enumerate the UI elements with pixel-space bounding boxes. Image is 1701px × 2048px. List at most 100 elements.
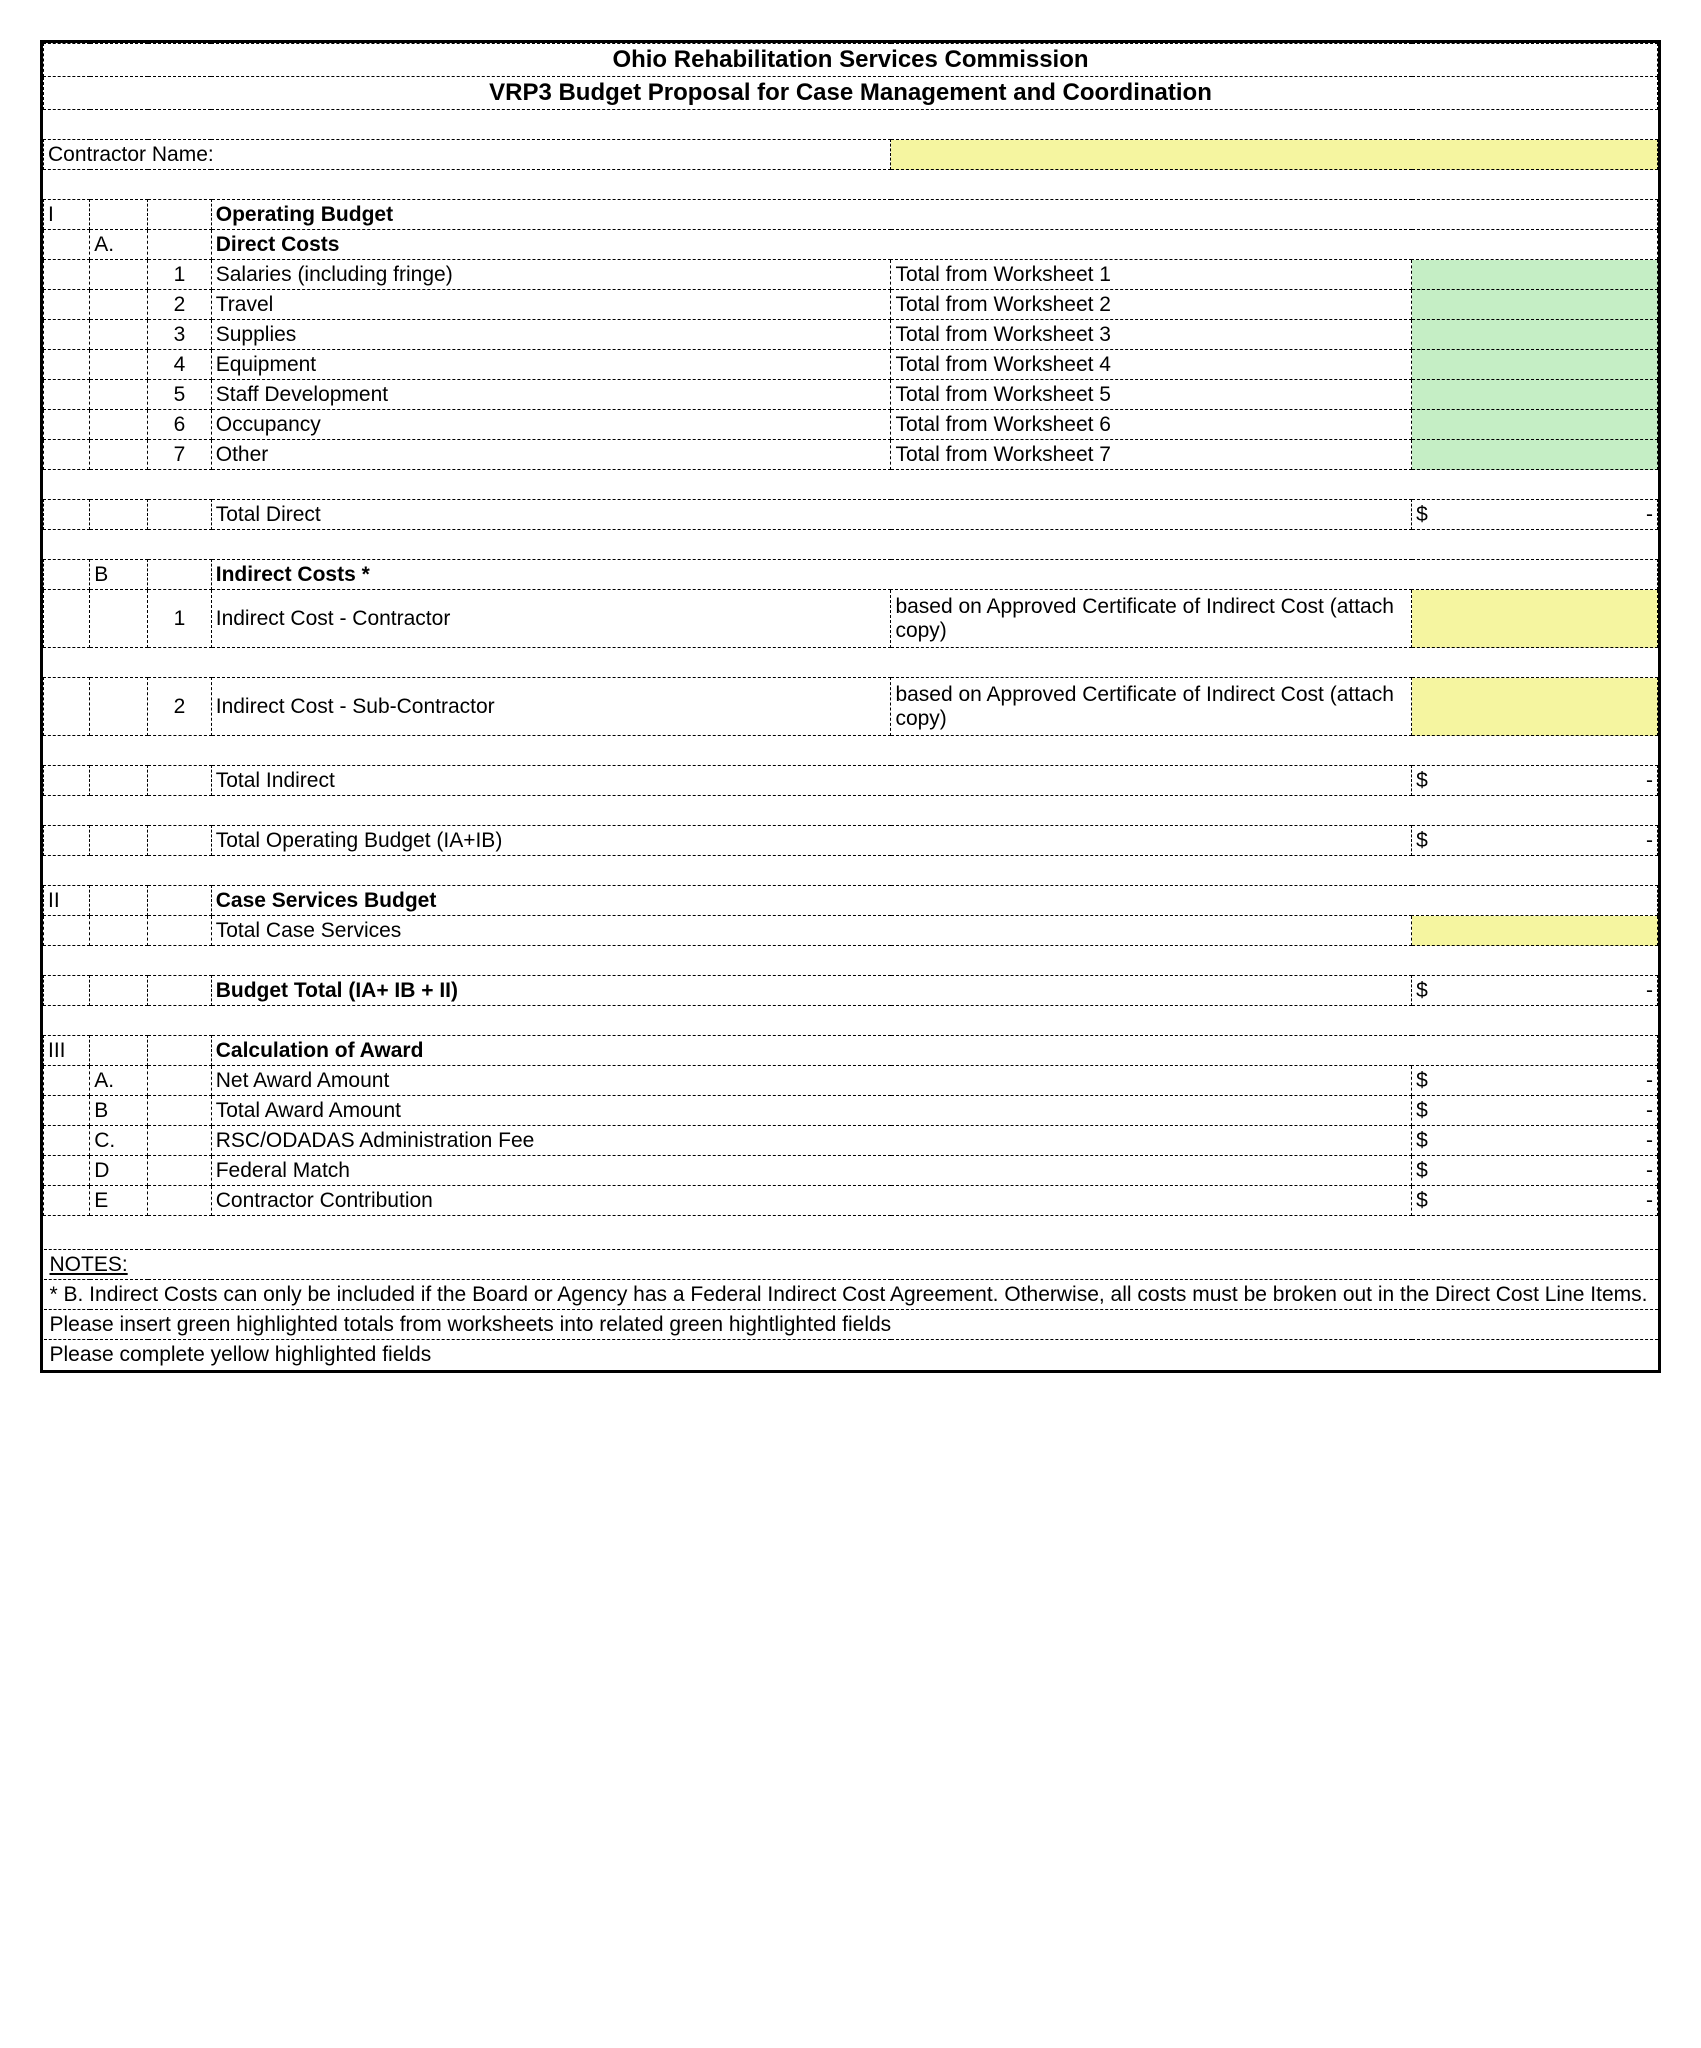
item-note: Total from Worksheet 3 [891,320,1412,350]
award-row: C. RSC/ODADAS Administration Fee $- [44,1126,1658,1156]
item-desc: Equipment [211,350,891,380]
item-note: Total from Worksheet 2 [891,290,1412,320]
award-amount: $- [1412,1186,1658,1216]
item-note: Total from Worksheet 7 [891,440,1412,470]
total-indirect-amount: $- [1412,766,1658,796]
title-1: Ohio Rehabilitation Services Commission [44,44,1658,77]
spacer [44,856,1658,886]
award-letter: A. [90,1066,148,1096]
item-amount-input[interactable] [1412,380,1658,410]
contractor-name-input[interactable] [891,140,1658,170]
budget-table: Ohio Rehabilitation Services Commission … [43,43,1658,1370]
section-III-num: III [44,1036,90,1066]
item-num: 4 [148,350,212,380]
award-row: B Total Award Amount $- [44,1096,1658,1126]
spacer [44,170,1658,200]
award-desc: Net Award Amount [211,1066,1411,1096]
section-IA-title: Direct Costs [211,230,1657,260]
budget-total-amount: $- [1412,976,1658,1006]
direct-item-row: 1 Salaries (including fringe) Total from… [44,260,1658,290]
total-indirect-label: Total Indirect [211,766,1411,796]
award-desc: Total Award Amount [211,1096,1411,1126]
item-desc: Supplies [211,320,891,350]
notes-line: * B. Indirect Costs can only be included… [44,1280,1658,1310]
award-row: A. Net Award Amount $- [44,1066,1658,1096]
direct-item-row: 7 Other Total from Worksheet 7 [44,440,1658,470]
total-case-services-label: Total Case Services [211,916,1411,946]
item-num: 7 [148,440,212,470]
award-amount: $- [1412,1126,1658,1156]
item-desc: Other [211,440,891,470]
award-row: E Contractor Contribution $- [44,1186,1658,1216]
total-operating-label: Total Operating Budget (IA+IB) [211,826,1411,856]
item-note: based on Approved Certificate of Indirec… [891,590,1412,648]
award-letter: E [90,1186,148,1216]
item-num: 2 [148,290,212,320]
item-note: Total from Worksheet 1 [891,260,1412,290]
direct-item-row: 5 Staff Development Total from Worksheet… [44,380,1658,410]
item-amount-input[interactable] [1412,678,1658,736]
spacer [44,736,1658,766]
total-case-services-input[interactable] [1412,916,1658,946]
award-amount: $- [1412,1096,1658,1126]
notes-line: Please complete yellow highlighted field… [44,1340,1658,1370]
item-amount-input[interactable] [1412,320,1658,350]
budget-sheet: Ohio Rehabilitation Services Commission … [40,40,1661,1373]
notes-line: Please insert green highlighted totals f… [44,1310,1658,1340]
spacer [44,1216,1658,1250]
spacer [44,110,1658,140]
direct-item-row: 2 Travel Total from Worksheet 2 [44,290,1658,320]
award-letter: C. [90,1126,148,1156]
spacer [44,648,1658,678]
award-desc: RSC/ODADAS Administration Fee [211,1126,1411,1156]
item-desc: Indirect Cost - Contractor [211,590,891,648]
total-direct-amount: $- [1412,500,1658,530]
notes-heading: NOTES: [44,1250,1658,1280]
spacer [44,1006,1658,1036]
award-letter: B [90,1096,148,1126]
title-2: VRP3 Budget Proposal for Case Management… [44,77,1658,110]
award-letter: D [90,1156,148,1186]
direct-item-row: 3 Supplies Total from Worksheet 3 [44,320,1658,350]
section-II-num: II [44,886,90,916]
award-amount: $- [1412,1156,1658,1186]
contractor-name-label: Contractor Name: [44,140,891,170]
item-note: Total from Worksheet 4 [891,350,1412,380]
award-desc: Contractor Contribution [211,1186,1411,1216]
spacer [44,470,1658,500]
item-desc: Salaries (including fringe) [211,260,891,290]
direct-item-row: 4 Equipment Total from Worksheet 4 [44,350,1658,380]
section-I-title: Operating Budget [211,200,1657,230]
spacer [44,946,1658,976]
item-amount-input[interactable] [1412,440,1658,470]
item-amount-input[interactable] [1412,590,1658,648]
direct-item-row: 6 Occupancy Total from Worksheet 6 [44,410,1658,440]
item-amount-input[interactable] [1412,290,1658,320]
item-num: 6 [148,410,212,440]
item-desc: Staff Development [211,380,891,410]
award-amount: $- [1412,1066,1658,1096]
award-row: D Federal Match $- [44,1156,1658,1186]
item-num: 2 [148,678,212,736]
item-amount-input[interactable] [1412,350,1658,380]
section-I-num: I [44,200,90,230]
section-IA-letter: A. [90,230,148,260]
indirect-item-row: 1 Indirect Cost - Contractor based on Ap… [44,590,1658,648]
section-II-title: Case Services Budget [211,886,1657,916]
indirect-item-row: 2 Indirect Cost - Sub-Contractor based o… [44,678,1658,736]
item-amount-input[interactable] [1412,410,1658,440]
award-desc: Federal Match [211,1156,1411,1186]
item-num: 1 [148,260,212,290]
item-amount-input[interactable] [1412,260,1658,290]
item-desc: Occupancy [211,410,891,440]
item-note: Total from Worksheet 6 [891,410,1412,440]
item-note: based on Approved Certificate of Indirec… [891,678,1412,736]
budget-total-label: Budget Total (IA+ IB + II) [211,976,1411,1006]
item-desc: Travel [211,290,891,320]
item-num: 5 [148,380,212,410]
total-direct-label: Total Direct [211,500,1411,530]
item-note: Total from Worksheet 5 [891,380,1412,410]
spacer [44,530,1658,560]
item-desc: Indirect Cost - Sub-Contractor [211,678,891,736]
spacer [44,796,1658,826]
